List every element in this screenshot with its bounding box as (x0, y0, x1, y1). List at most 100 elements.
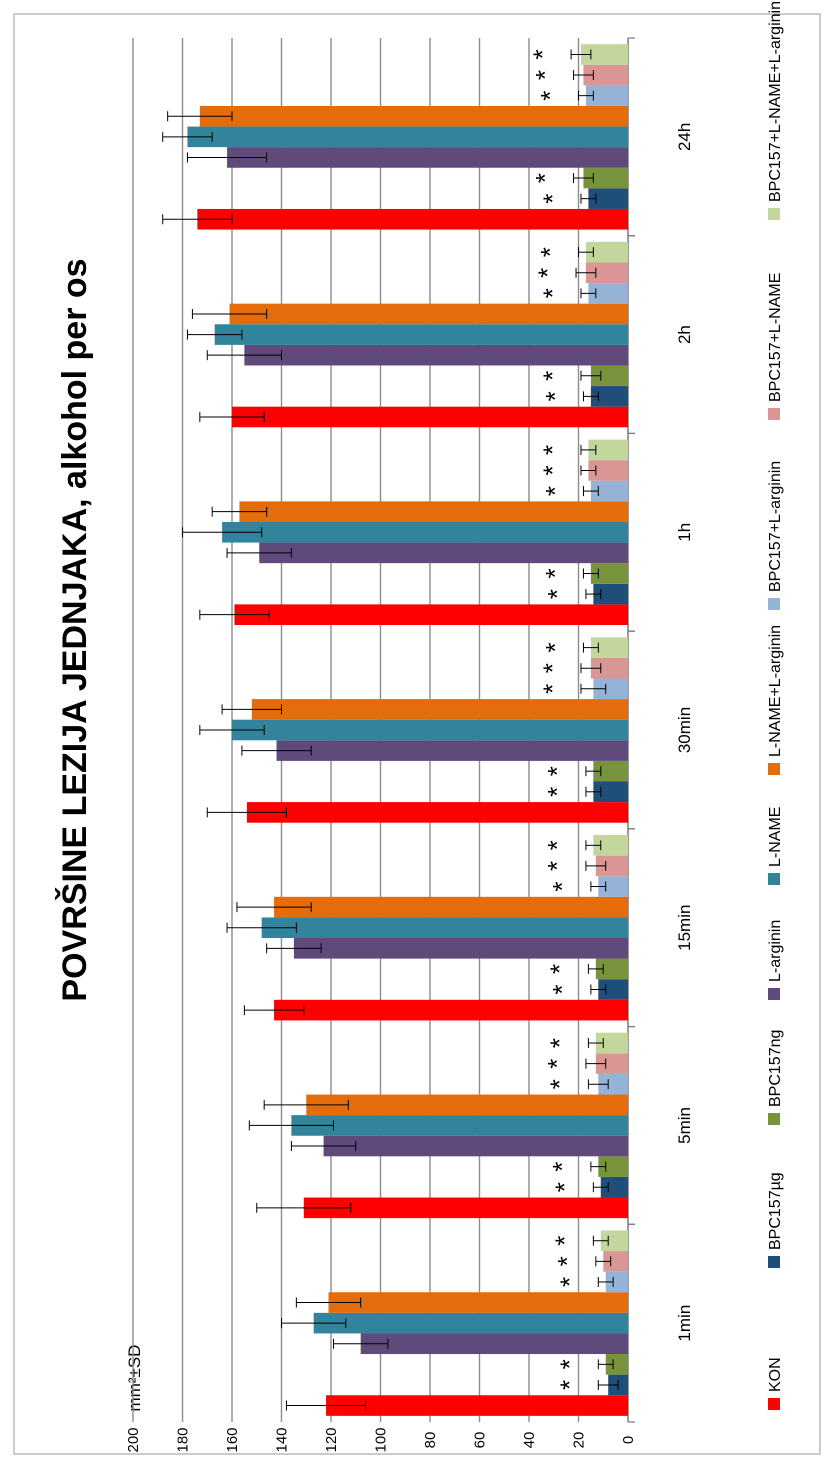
y-tick-label: 160 (224, 1427, 241, 1452)
bar-BPC157+L-NAME+L-arginin (600, 1230, 628, 1252)
legend-label: BPC157ng (767, 1030, 784, 1107)
bar-L-NAME (291, 1115, 628, 1136)
bar-BPC157ng (590, 365, 628, 387)
bar-KON (197, 208, 628, 230)
significance-marker: * (542, 1059, 572, 1069)
legend-swatch (768, 1256, 780, 1268)
bar-L-NAME (222, 521, 628, 543)
significance-marker: * (547, 984, 577, 994)
bar-BPC157+L-arginin (585, 85, 628, 106)
y-tick-label: 20 (571, 1432, 588, 1449)
y-tick-label: 0 (620, 1436, 637, 1444)
bar-L-NAME+L-arginin (229, 303, 628, 325)
significance-marker: * (542, 840, 572, 850)
legend: KON BPC157µg BPC157ng L-arginin L-NAME L-NAME… (767, 1, 784, 1410)
legend-swatch (768, 208, 780, 220)
chart-title: POVRŠINE LEZIJA JEDNJAKA, alkohol per os (55, 258, 94, 1001)
bar-L-arginin (276, 740, 628, 761)
significance-marker: * (550, 1182, 580, 1192)
x-tick-label: 1h (675, 523, 694, 542)
significance-marker: * (527, 49, 557, 59)
bar-BPC157µg (598, 979, 628, 1000)
legend-swatch (768, 1113, 780, 1125)
significance-marker: * (537, 288, 567, 298)
bar-BPC157µg (588, 188, 628, 209)
significance-marker: * (535, 91, 565, 101)
legend-label: BPC157+L-arginin (767, 461, 784, 592)
bar-L-NAME+L-arginin (274, 896, 628, 918)
bar-BPC157+L-NAME (585, 262, 628, 284)
significance-marker: * (535, 247, 565, 257)
x-tick-label: 30min (675, 707, 694, 753)
bar-BPC157+L-arginin (588, 283, 628, 304)
bar-L-arginin (244, 344, 628, 366)
bar-BPC157ng (593, 760, 628, 782)
bar-L-NAME (187, 126, 628, 148)
bar-BPC157+L-arginin (605, 1271, 628, 1293)
significance-marker: * (555, 1359, 585, 1369)
significance-marker: * (547, 881, 577, 891)
bar-BPC157+L-arginin (598, 876, 628, 897)
y-tick-label: 60 (472, 1432, 489, 1449)
y-tick-label: 120 (323, 1427, 340, 1452)
significance-marker: * (530, 70, 560, 80)
bar-L-arginin (360, 1333, 628, 1355)
bar-BPC157ng (583, 167, 628, 189)
bar-L-NAME (232, 719, 628, 741)
legend-swatch (768, 1398, 780, 1410)
significance-marker: * (550, 1236, 580, 1246)
significance-marker: * (537, 371, 567, 381)
bar-BPC157ng (605, 1354, 628, 1375)
bar-BPC157+L-NAME+L-arginin (580, 44, 628, 65)
bar-BPC157+L-NAME (595, 1053, 628, 1074)
bar-BPC157+L-NAME+L-arginin (585, 241, 628, 263)
legend-label: L-NAME+L-arginin (767, 625, 784, 757)
legend-label: L-NAME (767, 807, 784, 867)
bar-BPC157ng (595, 958, 628, 980)
significance-marker: * (547, 1162, 577, 1172)
bar-L-NAME (261, 917, 628, 939)
bar-L-NAME (214, 324, 629, 345)
bar-L-arginin (293, 938, 628, 959)
y-tick-label: 80 (422, 1432, 439, 1449)
x-tick-label: 24h (675, 123, 694, 151)
plot-area: 0 20 40 60 80 100 120 140 160 180 200 * * * * * 1min * * * *… (125, 1, 784, 1453)
bar-BPC157+L-arginin (590, 480, 628, 502)
bar-L-NAME+L-arginin (199, 105, 628, 127)
significance-marker: * (555, 1380, 585, 1390)
bar-BPC157+L-NAME (590, 657, 628, 679)
legend-swatch (768, 873, 780, 885)
legend-label: KON (767, 1357, 784, 1392)
bar-BPC157+L-NAME+L-arginin (588, 439, 628, 461)
bar-BPC157+L-NAME+L-arginin (593, 835, 628, 856)
legend-swatch (768, 988, 780, 1000)
y-tick-label: 100 (373, 1427, 390, 1452)
bar-BPC157µg (593, 781, 628, 803)
significance-marker: * (540, 391, 570, 401)
bar-L-NAME+L-arginin (239, 501, 629, 522)
significance-marker: * (552, 1256, 582, 1266)
y-tick-label: 140 (274, 1427, 291, 1452)
legend-label: BPC157µg (767, 1172, 784, 1250)
significance-marker: * (555, 1277, 585, 1287)
significance-marker: * (542, 787, 572, 797)
significance-marker: * (537, 194, 567, 204)
y-tick-label: 200 (125, 1427, 142, 1452)
significance-marker: * (542, 589, 572, 599)
bar-BPC157+L-NAME (603, 1251, 628, 1272)
y-axis-label: mm²±SD (125, 1345, 144, 1412)
bar-BPC157ng (598, 1156, 628, 1177)
bar-KON (274, 999, 628, 1021)
significance-marker: * (542, 766, 572, 776)
x-tick-label: 2h (675, 325, 694, 344)
significance-marker: * (540, 568, 570, 578)
bar-L-NAME+L-arginin (306, 1094, 628, 1116)
bar-BPC157µg (590, 386, 628, 407)
bar-BPC157µg (593, 583, 628, 605)
bar-BPC157+L-arginin (598, 1073, 628, 1095)
significance-marker: * (537, 684, 567, 694)
legend-label: BPC157+L-NAME+L-arginin (767, 1, 784, 202)
bar-BPC157µg (600, 1176, 628, 1198)
bar-L-arginin (227, 147, 629, 168)
